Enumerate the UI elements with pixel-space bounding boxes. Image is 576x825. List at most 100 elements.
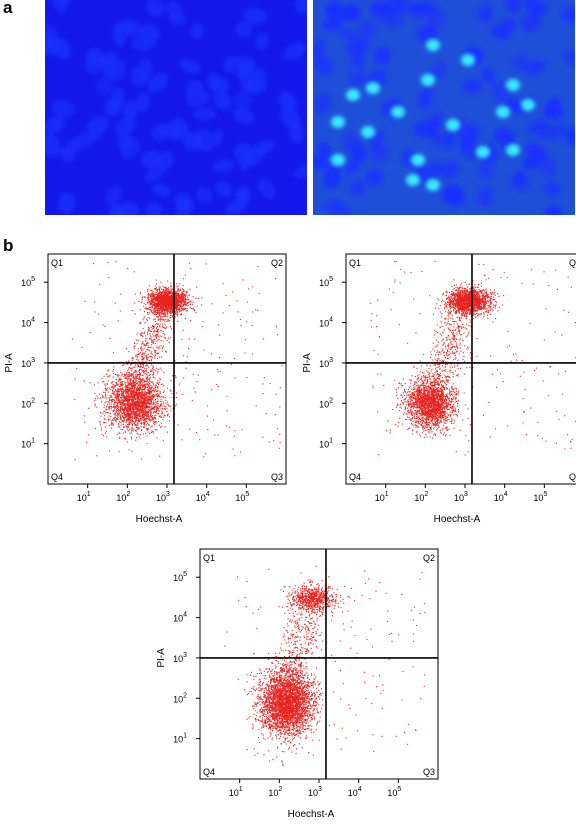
scatter-point [148, 330, 149, 331]
scatter-point [126, 401, 127, 402]
scatter-point [152, 426, 153, 427]
scatter-point [113, 387, 114, 388]
scatter-point [263, 338, 264, 339]
scatter-point [135, 364, 136, 365]
scatter-point [123, 391, 124, 392]
scatter-point [232, 449, 233, 450]
scatter-point [121, 425, 122, 426]
scatter-point [139, 413, 140, 414]
scatter-point [145, 405, 146, 406]
scatter-point [132, 420, 133, 421]
scatter-point [150, 415, 151, 416]
scatter-point [142, 353, 143, 354]
scatter-point [149, 285, 150, 286]
scatter-point [180, 299, 181, 300]
scatter-point [186, 368, 187, 369]
scatter-point [107, 376, 108, 377]
scatter-point [137, 405, 138, 406]
scatter-point [151, 400, 152, 401]
scatter-point [122, 402, 123, 403]
scatter-point [94, 301, 95, 302]
scatter-point [156, 395, 157, 396]
scatter-point [163, 319, 164, 320]
scatter-point [160, 406, 161, 407]
scatter-point [121, 395, 122, 396]
scatter-point [94, 405, 95, 406]
scatter-point [131, 392, 132, 393]
scatter-point [127, 411, 128, 412]
scatter-point [147, 383, 148, 384]
scatter-point [99, 394, 100, 395]
scatter-point [136, 390, 137, 391]
scatter-point [276, 326, 277, 327]
scatter-point [178, 286, 179, 287]
scatter-point [143, 343, 144, 344]
scatter-point [161, 369, 162, 370]
scatter-point [154, 418, 155, 419]
scatter-point [163, 346, 164, 347]
scatter-point [142, 332, 143, 333]
scatter-point [122, 429, 123, 430]
scatter-point [155, 324, 156, 325]
scatter-point [116, 384, 117, 385]
scatter-point [106, 409, 107, 410]
scatter-point [150, 399, 151, 400]
scatter-point [142, 341, 143, 342]
scatter-point [162, 405, 163, 406]
scatter-point [139, 381, 140, 382]
scatter-point [157, 413, 158, 414]
scatter-point [410, 409, 411, 410]
scatter-point [100, 416, 101, 417]
scatter-point [183, 293, 184, 294]
scatter-point [138, 354, 139, 355]
scatter-point [143, 378, 144, 379]
scatter-point [153, 388, 154, 389]
scatter-point [120, 382, 121, 383]
scatter-point [159, 378, 160, 379]
scatter-point [132, 390, 133, 391]
scatter-point [138, 360, 139, 361]
scatter-point [179, 304, 180, 305]
scatter-point [122, 387, 123, 388]
scatter-point [146, 356, 147, 357]
scatter-point [181, 294, 182, 295]
scatter-point [131, 405, 132, 406]
scatter-point [119, 427, 120, 428]
scatter-point [161, 423, 162, 424]
scatter-point [169, 302, 170, 303]
scatter-point [95, 404, 96, 405]
scatter-point [146, 338, 147, 339]
scatter-point [175, 293, 176, 294]
scatter-point [419, 423, 420, 424]
scatter-point [182, 306, 183, 307]
scatter-point [129, 398, 130, 399]
scatter-point [156, 303, 157, 304]
pi-positive-nucleus [506, 144, 520, 156]
scatter-point [145, 381, 146, 382]
scatter-point [142, 299, 143, 300]
scatter-point [434, 419, 435, 420]
scatter-point [160, 299, 161, 300]
scatter-point [178, 300, 179, 301]
scatter-point [153, 372, 154, 373]
scatter-point [145, 307, 146, 308]
scatter-point [139, 393, 140, 394]
scatter-point [115, 419, 116, 420]
scatter-point [147, 289, 148, 290]
scatter-point [145, 396, 146, 397]
scatter-point [151, 371, 152, 372]
scatter-point [118, 424, 119, 425]
scatter-point [140, 369, 141, 370]
scatter-point [158, 336, 159, 337]
scatter-point [137, 366, 138, 367]
scatter-point [193, 296, 194, 297]
scatter-point [159, 319, 160, 320]
scatter-point [176, 296, 177, 297]
scatter-point [119, 395, 120, 396]
scatter-point [156, 327, 157, 328]
scatter-point [131, 404, 132, 405]
scatter-point [101, 430, 102, 431]
scatter-point [120, 422, 121, 423]
scatter-point [136, 402, 137, 403]
scatter-point [147, 332, 148, 333]
